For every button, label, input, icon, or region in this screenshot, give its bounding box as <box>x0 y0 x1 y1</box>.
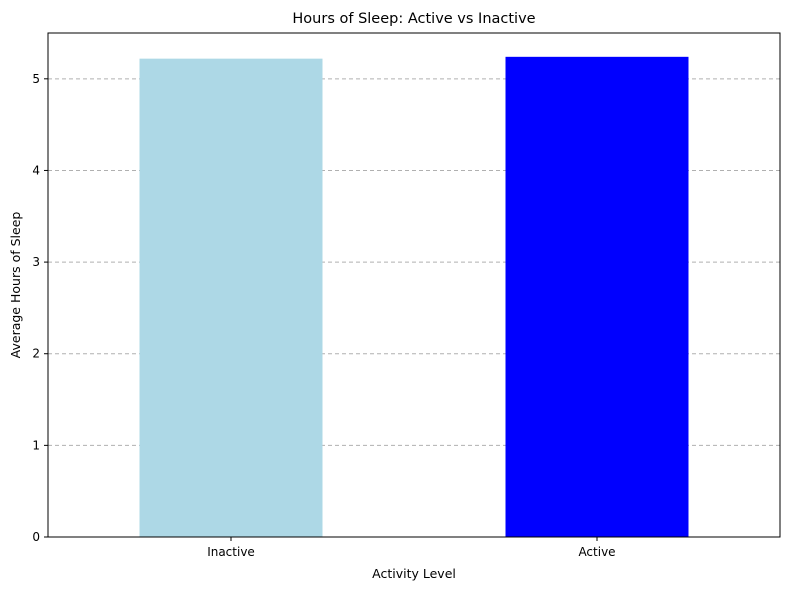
x-tick-label: Inactive <box>207 545 255 559</box>
y-axis-label: Average Hours of Sleep <box>8 212 23 359</box>
y-tick-label: 3 <box>32 255 40 269</box>
x-axis: Inactive Active <box>207 537 616 559</box>
y-tick-label: 5 <box>32 72 40 86</box>
y-tick-label: 0 <box>32 530 40 544</box>
bar-series <box>139 56 689 538</box>
chart-title: Hours of Sleep: Active vs Inactive <box>292 11 535 27</box>
y-tick-label: 1 <box>32 438 40 452</box>
y-tick-label: 2 <box>32 347 40 361</box>
x-tick-label: Active <box>578 545 615 559</box>
x-axis-label: Activity Level <box>372 566 456 581</box>
plot-area-frame <box>47 32 781 538</box>
bar-inactive <box>139 58 323 538</box>
y-tick-label: 4 <box>32 163 40 177</box>
bar-active <box>505 56 689 538</box>
y-axis: 0 1 2 3 4 5 <box>32 72 48 544</box>
